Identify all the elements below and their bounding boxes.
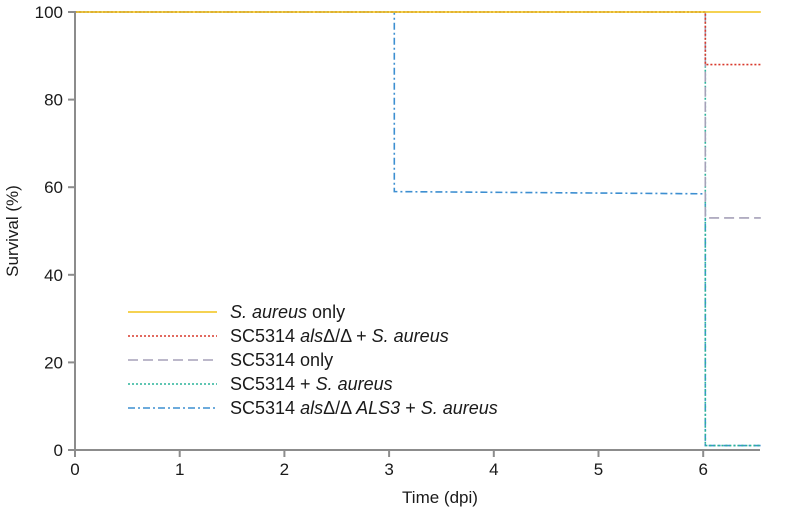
x-tick-label: 1 <box>175 460 184 479</box>
x-tick-label: 0 <box>70 460 79 479</box>
x-tick-label: 6 <box>698 460 707 479</box>
y-tick-label: 40 <box>44 266 63 285</box>
legend-label-part: als <box>300 326 323 346</box>
x-tick-label: 4 <box>489 460 498 479</box>
legend-label-3: SC5314 only <box>230 350 333 370</box>
x-tick-label: 5 <box>594 460 603 479</box>
y-tick-label: 0 <box>54 441 63 460</box>
legend-label-4: SC5314 + S. aureus <box>230 374 393 394</box>
legend-label-part: S. aureus <box>421 398 498 418</box>
legend-label-part: only <box>307 302 345 322</box>
y-axis-title: Survival (%) <box>3 185 22 277</box>
legend-label-part: SC5314 only <box>230 350 333 370</box>
legend-label-part: Δ/Δ <box>323 398 356 418</box>
legend-label-5: SC5314 alsΔ/Δ ALS3 + S. aureus <box>230 398 498 418</box>
series-line-2 <box>75 11 761 66</box>
y-tick-label: 60 <box>44 178 63 197</box>
legend-label-part: als <box>300 398 323 418</box>
series-line-5 <box>75 11 761 447</box>
legend-label-part: Δ/Δ + <box>323 326 372 346</box>
y-tick-label: 20 <box>44 353 63 372</box>
x-tick-label: 2 <box>280 460 289 479</box>
legend-label-part: S. aureus <box>316 374 393 394</box>
legend-label-1: S. aureus only <box>230 302 345 322</box>
legend-label-part: ALS3 <box>355 398 400 418</box>
legend-label-2: SC5314 alsΔ/Δ + S. aureus <box>230 326 449 346</box>
axes <box>74 11 760 451</box>
legend-label-part: S. aureus <box>372 326 449 346</box>
legend-label-part: S. aureus <box>230 302 307 322</box>
y-tick-label: 100 <box>35 3 63 22</box>
y-tick-label: 80 <box>44 91 63 110</box>
x-tick-label: 3 <box>384 460 393 479</box>
legend-label-part: + <box>400 398 421 418</box>
series-line-4 <box>75 11 761 447</box>
series-line-3 <box>75 11 761 219</box>
x-axis-title: Time (dpi) <box>402 488 478 507</box>
legend-label-part: SC5314 <box>230 326 300 346</box>
series-lines <box>75 11 761 447</box>
legend-label-part: SC5314 <box>230 398 300 418</box>
legend-label-part: SC5314 + <box>230 374 316 394</box>
